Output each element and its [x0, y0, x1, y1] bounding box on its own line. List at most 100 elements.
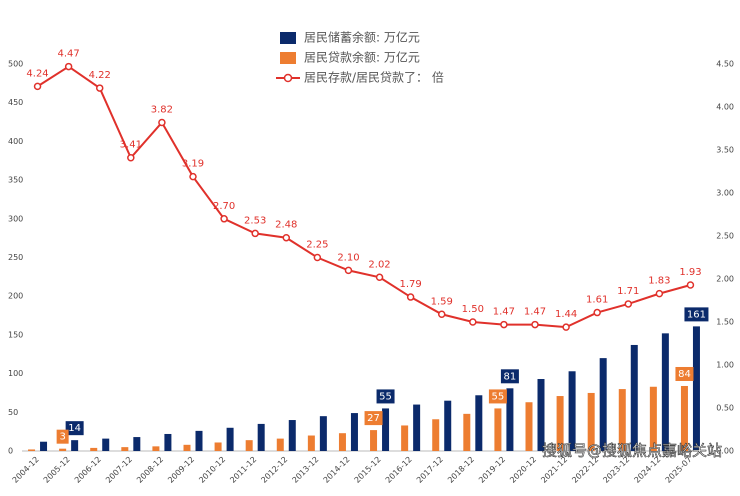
x-tick-label: 2009-12 — [166, 455, 196, 485]
bar — [494, 408, 502, 451]
data-label: 4.22 — [89, 70, 111, 81]
data-label: 1.61 — [586, 295, 608, 306]
bar — [568, 371, 576, 451]
data-label-box — [675, 366, 694, 381]
x-tick-label: 2017-12 — [415, 455, 445, 485]
bar — [350, 413, 358, 451]
legend-label: 居民贷款余额: 万亿元 — [304, 50, 420, 65]
data-label: 27 — [367, 413, 380, 424]
data-label: 55 — [379, 391, 392, 402]
data-label-box — [500, 369, 519, 384]
x-tick-label: 2004-12 — [11, 455, 41, 485]
line-marker — [344, 266, 353, 275]
data-label: 55 — [492, 391, 505, 402]
x-tick-label: 2006-12 — [73, 455, 103, 485]
bar — [587, 392, 595, 451]
data-label: 84 — [678, 369, 691, 380]
y-tick-label: 450 — [8, 98, 23, 107]
line-marker — [189, 172, 197, 181]
bar — [59, 448, 67, 451]
bar — [537, 379, 545, 451]
bar — [680, 385, 688, 451]
bar — [226, 427, 234, 451]
data-label: 4.24 — [26, 68, 48, 79]
bar — [370, 430, 378, 451]
y2-tick-label: 0.50 — [716, 404, 734, 413]
data-label: 2.53 — [244, 215, 266, 226]
x-tick-label: 2018-12 — [446, 455, 476, 485]
y2-tick-label: 4.50 — [716, 60, 734, 69]
bar — [214, 442, 222, 451]
data-label: 1.83 — [648, 276, 670, 287]
legend-swatch — [280, 32, 296, 44]
bar — [338, 433, 346, 451]
bar — [413, 404, 421, 451]
bar — [649, 386, 657, 451]
bar — [618, 389, 626, 451]
bar — [444, 400, 452, 451]
x-tick-label: 2015-12 — [353, 455, 383, 485]
data-label-box — [488, 389, 507, 404]
bar — [630, 344, 638, 451]
data-label-box — [684, 307, 709, 322]
line-marker — [406, 293, 415, 301]
bar — [102, 438, 110, 451]
data-label: 1.47 — [524, 307, 546, 318]
y-tick-label: 300 — [8, 214, 23, 223]
bar — [432, 419, 440, 451]
bar — [183, 444, 191, 451]
y-tick-label: 500 — [8, 60, 23, 69]
bar — [245, 440, 253, 451]
x-tick-label: 2010-12 — [197, 455, 227, 485]
data-label: 161 — [687, 309, 706, 320]
legend-label: 居民储蓄余额: 万亿元 — [304, 30, 420, 45]
x-tick-label: 2016-12 — [384, 455, 414, 485]
bar — [288, 420, 296, 451]
data-label: 2.02 — [368, 259, 390, 270]
data-label-box — [56, 429, 69, 444]
y2-tick-label: 1.00 — [716, 361, 734, 370]
x-tick-label: 2011-12 — [228, 455, 258, 485]
data-label: 14 — [68, 423, 81, 434]
line-marker — [95, 84, 104, 92]
y-tick-label: 50 — [8, 408, 18, 417]
line-marker — [686, 281, 695, 289]
y-tick-label: 0 — [8, 447, 13, 456]
y-tick-label: 200 — [8, 292, 23, 301]
line — [37, 65, 691, 329]
bar — [661, 333, 669, 451]
y2-tick-label: 3.50 — [716, 146, 734, 155]
line-marker — [562, 323, 570, 331]
data-label-box — [364, 411, 383, 426]
bar — [152, 446, 160, 451]
line-marker — [655, 289, 664, 298]
bar — [307, 435, 315, 451]
y2-tick-label: 1.50 — [716, 318, 734, 327]
y2-tick-label: 3.00 — [716, 189, 734, 198]
line-marker — [313, 253, 322, 262]
line-marker — [127, 153, 135, 162]
data-label: 2.70 — [213, 201, 235, 212]
x-tick-label: 2012-12 — [259, 455, 289, 485]
line-marker — [624, 300, 633, 308]
bar — [401, 425, 409, 451]
bar — [257, 423, 265, 451]
data-label: 1.79 — [400, 279, 422, 290]
line-marker — [469, 318, 477, 326]
legend-label: 居民存款/居民贷款了： 倍 — [304, 70, 444, 85]
data-label: 3.41 — [120, 140, 142, 151]
y-tick-label: 350 — [8, 176, 23, 185]
data-label: 1.71 — [617, 286, 639, 297]
line-marker — [282, 233, 291, 242]
legend-marker — [283, 73, 293, 83]
data-label-box — [65, 421, 84, 436]
x-tick-label: 2019-12 — [477, 455, 507, 485]
bar — [28, 449, 36, 451]
bar — [90, 447, 98, 451]
line-marker — [500, 320, 508, 329]
y2-tick-label: 2.00 — [716, 275, 734, 284]
data-label: 1.44 — [555, 309, 577, 320]
data-label: 1.47 — [493, 307, 515, 318]
data-label: 3.82 — [151, 104, 173, 115]
